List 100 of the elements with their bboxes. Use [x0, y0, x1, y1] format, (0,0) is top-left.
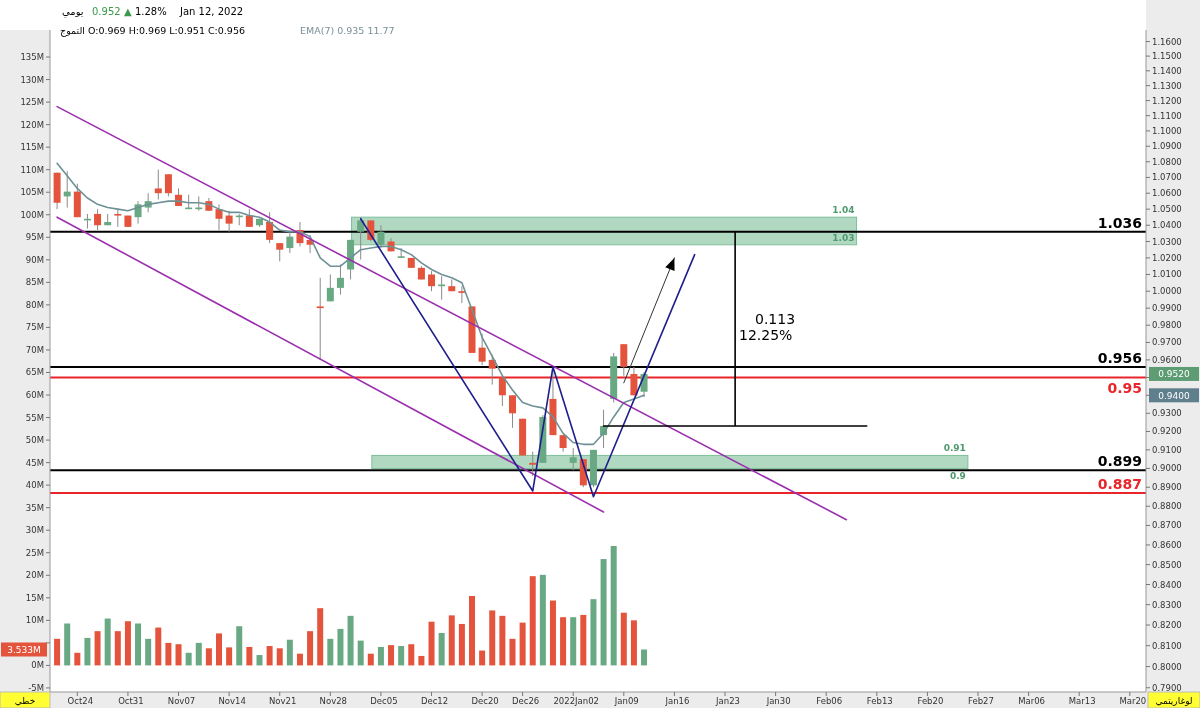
- candlestick: [377, 224, 385, 249]
- y2-tick-label: 75M: [25, 322, 44, 333]
- x-tick-label: Jan30: [765, 696, 791, 706]
- y-tick-label: 0.8300: [1152, 599, 1182, 610]
- candlestick: [316, 277, 324, 361]
- candlestick: [498, 377, 506, 407]
- x-tick-label: Feb27: [968, 696, 994, 706]
- text: Jan 12, 2022: [179, 6, 244, 17]
- annotation: 12.25%: [739, 327, 793, 343]
- text: خطي: [14, 696, 36, 706]
- y2-tick-label: 65M: [25, 367, 44, 378]
- y2-tick-label: 135M: [20, 52, 44, 63]
- x-tick-label: Jan23: [715, 696, 740, 706]
- annotation: 1.03: [832, 232, 855, 243]
- y-tick-label: 0.8500: [1152, 559, 1182, 570]
- y-tick-label: 1.0900: [1152, 141, 1182, 152]
- ref-line-label: 0.887: [1097, 475, 1142, 492]
- y-tick-label: 0.8600: [1152, 539, 1182, 550]
- candlestick: [94, 208, 102, 231]
- text: ▲ 1.28%: [124, 6, 167, 17]
- candlestick: [276, 242, 284, 262]
- x-tick-label: Dec05: [370, 696, 398, 706]
- candlestick: [326, 273, 334, 302]
- y-tick-label: 1.1500: [1152, 51, 1182, 62]
- y2-tick-label: 40M: [25, 480, 44, 491]
- y-tick-label: 1.0500: [1152, 204, 1182, 215]
- y-tick-label: 1.0700: [1152, 172, 1182, 183]
- candlestick: [620, 343, 628, 377]
- candlestick: [458, 285, 466, 304]
- ref-line-label: 0.899: [1097, 453, 1142, 470]
- y2-tick-label: 50M: [25, 435, 44, 446]
- x-tick-label: Dec26: [511, 696, 540, 706]
- y2-tick-label: 95M: [25, 232, 44, 243]
- y2-tick-label: 90M: [25, 254, 44, 265]
- y2-tick-label: 85M: [25, 277, 44, 288]
- text: 0.952: [92, 6, 121, 17]
- ref-line-label: 0.956: [1097, 349, 1142, 366]
- text: لوغاريتمي: [1155, 696, 1193, 706]
- y-tick-label: 0.8200: [1152, 620, 1182, 631]
- y-tick-label: 1.1100: [1152, 110, 1182, 121]
- candlestick: [266, 211, 274, 244]
- candlestick: [215, 203, 223, 231]
- y-tick-label: 0.9700: [1152, 337, 1182, 348]
- annotation: 0.9: [949, 471, 966, 482]
- candlestick: [154, 169, 162, 201]
- annotation: التموج O:0.969 H:0.969 L:0.951 C:0.956: [60, 25, 245, 37]
- y-tick-label: 0.8100: [1152, 640, 1182, 651]
- annotation: EMA(7) 0.935 11.77: [300, 25, 395, 36]
- x-tick-label: Mar13: [1068, 696, 1096, 706]
- y-tick-label: 0.9200: [1152, 426, 1182, 437]
- y2-tick-label: 15M: [25, 592, 44, 603]
- x-tick-label: Mar06: [1018, 696, 1046, 706]
- candlestick: [529, 451, 537, 477]
- x-tick-label: Mar20: [1119, 696, 1147, 706]
- y-tick-label: 0.9300: [1152, 408, 1182, 419]
- y-tick-label: 0.8700: [1152, 520, 1182, 531]
- x-tick-label: Nov21: [269, 696, 297, 706]
- y2-tick-label: 125M: [20, 97, 44, 108]
- y2-tick-label: 80M: [25, 299, 44, 310]
- candlestick: [286, 231, 294, 254]
- y2-tick-label: 25M: [25, 547, 44, 558]
- ref-line-label: 1.036: [1097, 214, 1142, 231]
- x-tick-label: Jan09: [613, 696, 639, 706]
- y2-tick-label: 30M: [25, 525, 44, 536]
- y2-tick-label: 120M: [20, 119, 44, 130]
- candlestick: [336, 264, 344, 296]
- y-tick-label: 1.1200: [1152, 95, 1182, 106]
- y2-tick-label: -5M: [28, 682, 44, 693]
- x-tick-label: Feb13: [866, 696, 893, 706]
- y2-tick-label: 105M: [20, 187, 44, 198]
- candlestick: [225, 210, 233, 233]
- x-tick-label: Feb06: [816, 696, 843, 706]
- y-tick-label: 1.0300: [1152, 236, 1182, 247]
- x-tick-label: Dec12: [420, 696, 449, 706]
- x-tick-label: Nov14: [218, 696, 246, 706]
- y-tick-label: 0.8000: [1152, 661, 1182, 672]
- candlestick: [640, 371, 648, 398]
- y-tick-label: 0.8800: [1152, 501, 1182, 512]
- y-tick-label: 0.9000: [1152, 463, 1182, 474]
- candlestick: [428, 270, 436, 292]
- y2-tick-label: 70M: [25, 344, 44, 355]
- y-tick-label: 1.1000: [1152, 125, 1182, 136]
- y2-tick-label: 45M: [25, 457, 44, 468]
- y2-tick-label: 60M: [25, 390, 44, 401]
- candlestick: [478, 333, 486, 366]
- y-tick-label: 1.0100: [1152, 269, 1182, 280]
- y-tick-label: 1.0400: [1152, 220, 1182, 231]
- y-tick-label: 0.9100: [1152, 444, 1182, 455]
- y2-tick-label: 20M: [25, 570, 44, 581]
- annotation: 1.04: [832, 205, 855, 216]
- y-tick-label: 1.1600: [1152, 36, 1182, 47]
- x-tick-label: Feb20: [917, 696, 944, 706]
- price-tag: 3.533M: [1, 642, 47, 657]
- y-tick-label: 0.9900: [1152, 303, 1182, 314]
- candlestick: [630, 366, 638, 396]
- y2-tick-label: 100M: [20, 209, 44, 220]
- y2-tick-label: 55M: [25, 412, 44, 423]
- y-tick-label: 0.9800: [1152, 320, 1182, 331]
- y2-tick-label: 130M: [20, 74, 44, 85]
- y2-tick-label: 0M: [31, 660, 44, 671]
